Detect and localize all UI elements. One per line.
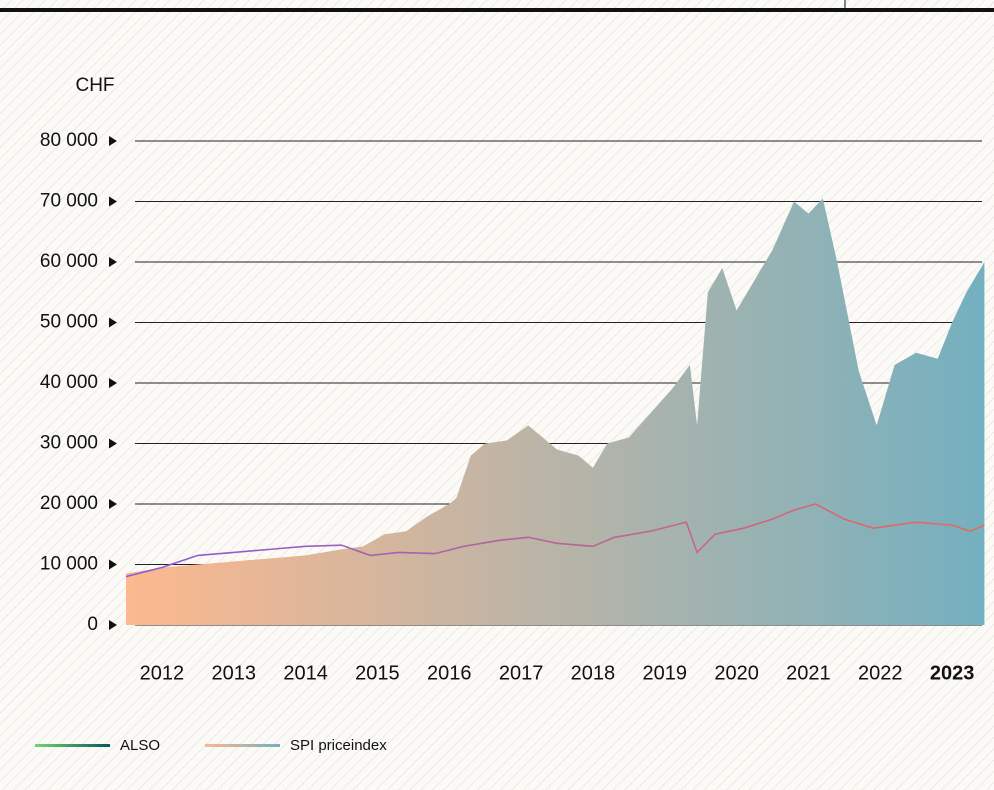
y-tick-arrow [109, 378, 117, 388]
x-tick-label: 2019 [643, 662, 688, 684]
legend: ALSO SPI priceindex [35, 737, 387, 754]
y-tick-arrow [109, 438, 117, 449]
y-tick-arrow [109, 620, 117, 630]
y-tick-label: 80 000 [40, 130, 98, 151]
axes: 0 10 000 20 000 30 000 40 000 50 000 60 000 70 … [40, 130, 974, 684]
y-tick-label: 60 000 [40, 251, 98, 272]
x-tick-label: 2021 [786, 662, 831, 684]
y-tick-label: 20 000 [40, 493, 98, 514]
y-tick-arrow [109, 317, 117, 328]
y-tick-label: 30 000 [40, 433, 98, 454]
x-tick-label: 2017 [499, 662, 544, 684]
line [125, 503, 985, 578]
y-tick-label: 0 [87, 614, 98, 635]
y-tick-arrow [109, 499, 117, 509]
x-tick-label: 2020 [714, 662, 759, 684]
x-tick-label: 2022 [858, 662, 903, 684]
x-tick-label: 2013 [212, 662, 257, 684]
x-tick-label: 2016 [427, 662, 472, 684]
x-tick-label: 2015 [355, 662, 400, 684]
y-tick-label: 10 000 [40, 554, 98, 575]
x-tick-label: 2014 [283, 662, 328, 684]
legend-label: SPI priceindex [290, 737, 387, 754]
area [126, 198, 985, 625]
top-rule [0, 8, 994, 12]
x-tick-label: 2012 [140, 662, 185, 684]
legend-swatch [205, 744, 280, 747]
legend-swatch [35, 744, 110, 747]
y-tick-arrow [109, 196, 117, 207]
x-tick-label: 2018 [571, 662, 616, 684]
y-tick-label: 40 000 [40, 372, 98, 393]
x-tick-label: 2023 [930, 662, 975, 684]
y-tick-arrow [109, 136, 117, 146]
y-tick-label: 70 000 [40, 191, 98, 212]
y-tick-arrow [109, 257, 117, 267]
plot [125, 198, 985, 625]
y-tick-label: 50 000 [40, 312, 98, 333]
y-axis-label: CHF [75, 75, 114, 96]
y-tick-arrow [109, 559, 117, 570]
legend-label: ALSO [120, 737, 160, 754]
